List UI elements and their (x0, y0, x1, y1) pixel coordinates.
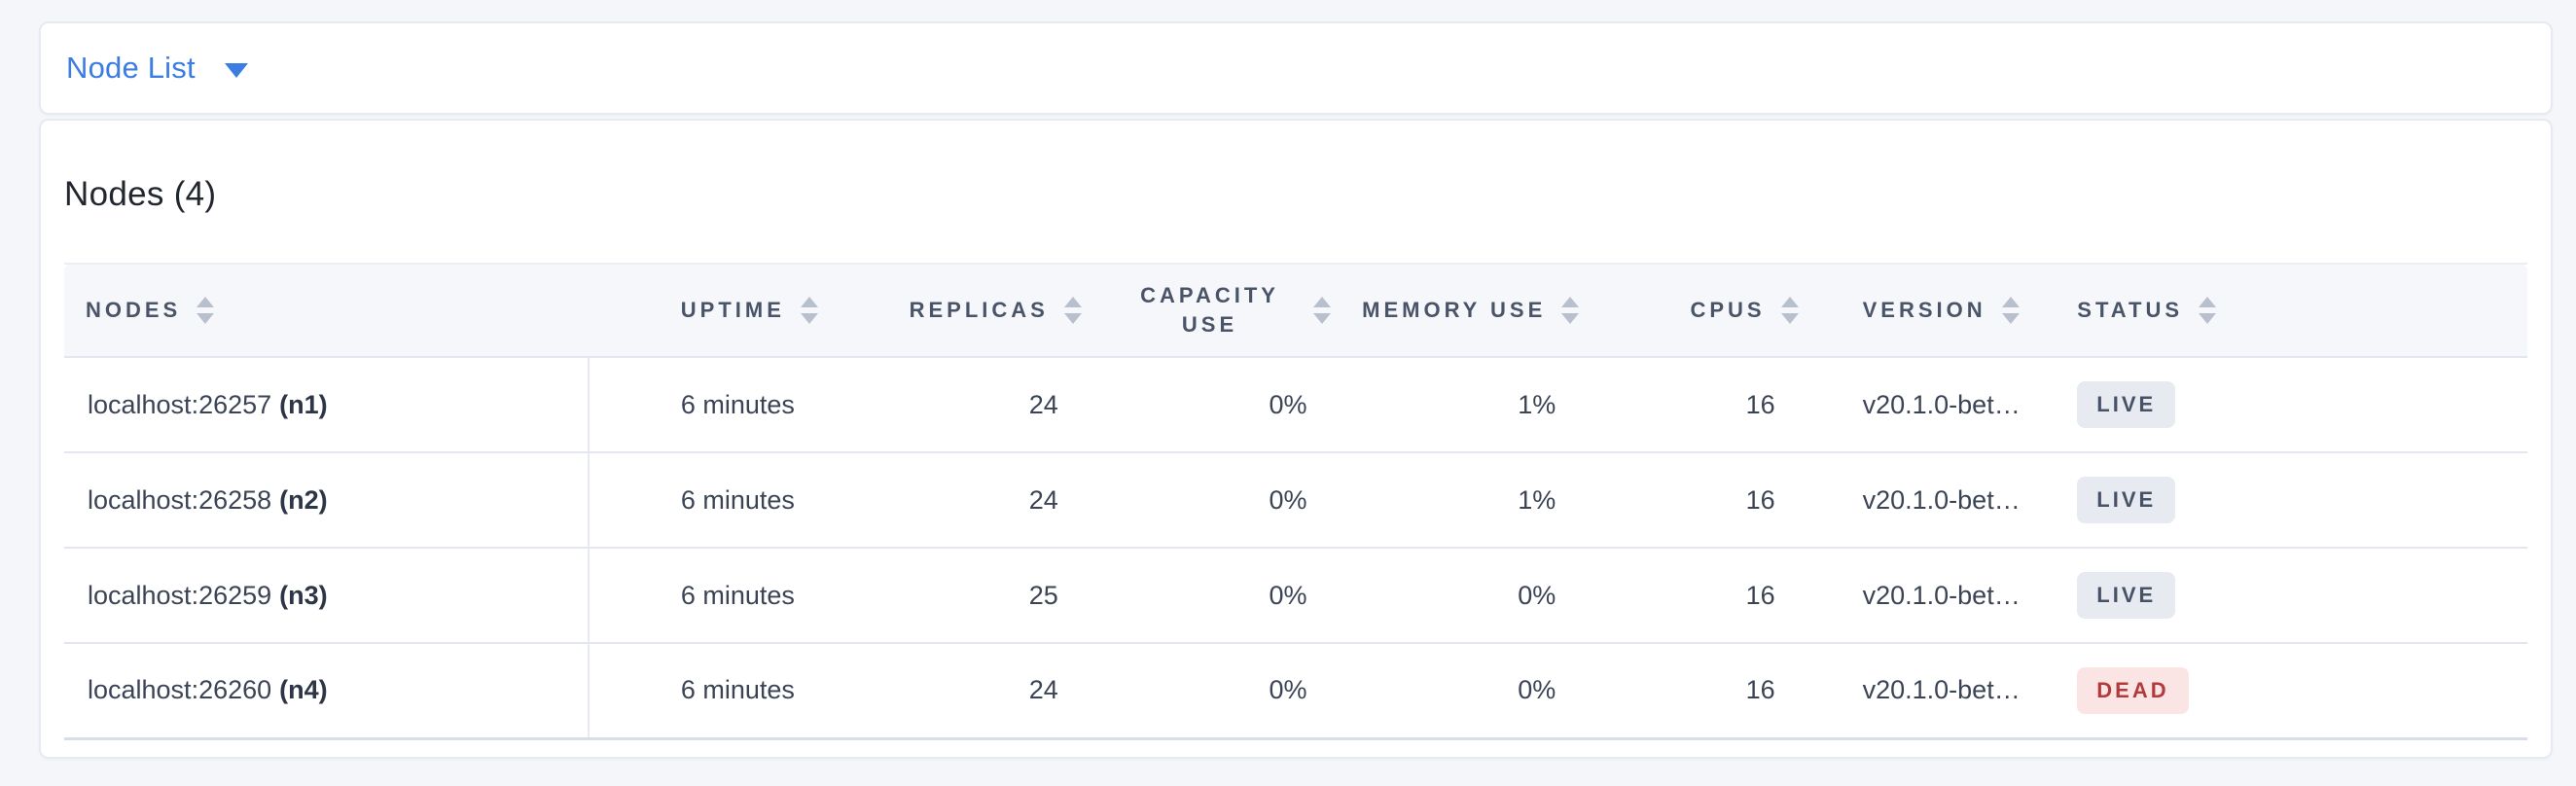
column-label: STATUS (2077, 298, 2183, 322)
node-address: localhost:26257 (88, 389, 272, 419)
status-badge: DEAD (2077, 666, 2189, 714)
node-address-cell: localhost:26257 (n1) (64, 357, 590, 453)
column-label: CAPACITY USE (1140, 283, 1279, 337)
column-label: MEMORY USE (1362, 298, 1547, 322)
column-header-capacity-use[interactable]: CAPACITY USE (1091, 263, 1341, 358)
node-id: (n2) (279, 484, 328, 515)
uptime-cell: 6 minutes (589, 548, 828, 644)
sort-arrows-icon[interactable] (1312, 297, 1331, 324)
node-address-cell: localhost:26260 (n4) (64, 643, 590, 740)
version-cell: v20.1.0-bet… (1807, 357, 2053, 453)
sort-arrows-icon[interactable] (2001, 297, 2020, 324)
node-address-cell: localhost:26259 (n3) (64, 548, 590, 644)
table-row-node-3[interactable]: localhost:26259 (n3) 6 minutes 25 0% 0% 1… (64, 548, 2527, 644)
cpus-cell: 16 (1589, 452, 1808, 549)
sort-arrows-icon[interactable] (1561, 297, 1580, 324)
caret-down-icon (224, 62, 248, 78)
table-row-node-2[interactable]: localhost:26258 (n2) 6 minutes 24 0% 1% 1… (64, 452, 2527, 549)
status-badge: LIVE (2077, 572, 2176, 619)
uptime-cell: 6 minutes (589, 452, 828, 549)
table-header-row: NODES UPTIME REPLICAS (64, 263, 2527, 358)
memory-use-cell: 1% (1340, 357, 1590, 453)
memory-use-cell: 1% (1340, 452, 1590, 549)
cpus-cell: 16 (1589, 643, 1808, 740)
memory-use-cell: 0% (1340, 548, 1590, 644)
view-selector-dropdown[interactable]: Node List (66, 51, 248, 86)
version-cell: v20.1.0-bet… (1807, 643, 2053, 740)
capacity-use-cell: 0% (1091, 357, 1341, 453)
sort-arrows-icon[interactable] (800, 297, 818, 324)
node-id: (n4) (279, 675, 328, 705)
column-header-cpus[interactable]: CPUS (1589, 263, 1808, 358)
column-header-nodes[interactable]: NODES (64, 263, 590, 358)
status-cell: LIVE (2052, 548, 2527, 644)
replicas-cell: 24 (827, 357, 1091, 453)
sort-arrows-icon[interactable] (197, 297, 215, 324)
column-label: VERSION (1862, 298, 1986, 322)
column-header-uptime[interactable]: UPTIME (589, 263, 828, 358)
status-cell: LIVE (2052, 452, 2527, 549)
node-address: localhost:26258 (88, 484, 272, 515)
node-address-cell: localhost:26258 (n2) (64, 452, 590, 549)
table-row-node-1[interactable]: localhost:26257 (n1) 6 minutes 24 0% 1% 1… (64, 357, 2527, 453)
sort-arrows-icon[interactable] (1063, 297, 1082, 324)
uptime-cell: 6 minutes (589, 643, 828, 740)
column-label: CPUS (1690, 298, 1766, 322)
node-address: localhost:26259 (88, 580, 272, 610)
status-cell: LIVE (2052, 357, 2527, 453)
nodes-card: Nodes (4) NODES UPTIME (39, 119, 2553, 759)
version-cell: v20.1.0-bet… (1807, 452, 2053, 549)
nodes-table: NODES UPTIME REPLICAS (64, 263, 2527, 740)
replicas-cell: 25 (827, 548, 1091, 644)
capacity-use-cell: 0% (1091, 452, 1341, 549)
capacity-use-cell: 0% (1091, 643, 1341, 740)
status-badge: LIVE (2077, 381, 2176, 428)
replicas-cell: 24 (827, 643, 1091, 740)
capacity-use-cell: 0% (1091, 548, 1341, 644)
column-header-replicas[interactable]: REPLICAS (827, 263, 1091, 358)
page-container: Node List Nodes (4) NODES (39, 21, 2553, 759)
view-selector-bar: Node List (39, 21, 2553, 115)
column-label: REPLICAS (909, 298, 1049, 322)
status-cell: DEAD (2052, 643, 2527, 740)
view-selector-label: Node List (66, 51, 196, 85)
node-id: (n1) (279, 389, 328, 419)
uptime-cell: 6 minutes (589, 357, 828, 453)
cpus-cell: 16 (1589, 357, 1808, 453)
page-title: Nodes (4) (64, 175, 217, 213)
column-header-version[interactable]: VERSION (1807, 263, 2053, 358)
column-header-status[interactable]: STATUS (2052, 263, 2527, 358)
replicas-cell: 24 (827, 452, 1091, 549)
status-badge: LIVE (2077, 477, 2176, 523)
sort-arrows-icon[interactable] (1780, 297, 1799, 324)
cpus-cell: 16 (1589, 548, 1808, 644)
version-cell: v20.1.0-bet… (1807, 548, 2053, 644)
node-id: (n3) (279, 580, 328, 610)
table-row-node-4[interactable]: localhost:26260 (n4) 6 minutes 24 0% 0% 1… (64, 643, 2527, 740)
node-address: localhost:26260 (88, 675, 272, 705)
column-label: NODES (86, 298, 182, 322)
memory-use-cell: 0% (1340, 643, 1590, 740)
column-header-memory-use[interactable]: MEMORY USE (1340, 263, 1590, 358)
column-label: UPTIME (680, 298, 785, 322)
sort-arrows-icon[interactable] (2199, 297, 2216, 324)
